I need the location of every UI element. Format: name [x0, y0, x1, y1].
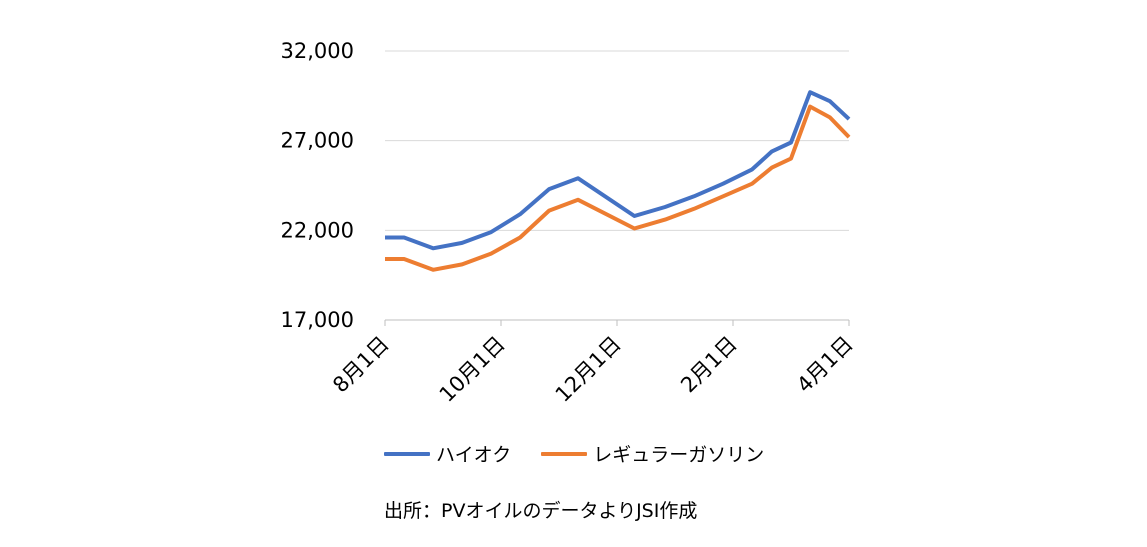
- y-tick-label: 17,000: [281, 308, 354, 332]
- legend-swatch-high-octane: [384, 451, 430, 456]
- y-tick-label: 27,000: [281, 129, 354, 153]
- legend-item-regular: レギュラーガソリン: [541, 440, 764, 467]
- legend-item-high-octane: ハイオク: [384, 440, 511, 467]
- x-axis: [384, 319, 850, 326]
- legend: ハイオク レギュラーガソリン: [384, 440, 764, 467]
- x-tick-label: 4月1日: [792, 332, 858, 398]
- x-tick-label: 10月1日: [435, 332, 510, 407]
- source-note: 出所：PVオイルのデータよりJSI作成: [384, 500, 698, 522]
- x-tick-label: 2月1日: [676, 332, 742, 398]
- series-lines: [385, 90, 851, 272]
- series-line-regular: [385, 104, 851, 272]
- series-line-high-octane: [385, 90, 851, 251]
- legend-swatch-regular: [541, 451, 588, 456]
- x-tick-label: 8月1日: [328, 332, 394, 398]
- legend-label-high-octane: ハイオク: [436, 444, 512, 466]
- x-axis-tick-labels: 8月1日 10月1日 12月1日 2月1日 4月1日: [328, 332, 858, 407]
- y-tick-label: 32,000: [281, 39, 354, 63]
- gridlines: [385, 50, 849, 231]
- line-chart: 17,000 22,000 27,000 32,000 8月1日 10月1日 12月1日 2…: [281, 39, 858, 407]
- y-tick-label: 22,000: [281, 218, 354, 242]
- x-tick-label: 12月1日: [551, 332, 626, 407]
- y-axis-tick-labels: 17,000 22,000 27,000 32,000: [281, 39, 354, 332]
- legend-label-regular: レギュラーガソリン: [593, 444, 765, 466]
